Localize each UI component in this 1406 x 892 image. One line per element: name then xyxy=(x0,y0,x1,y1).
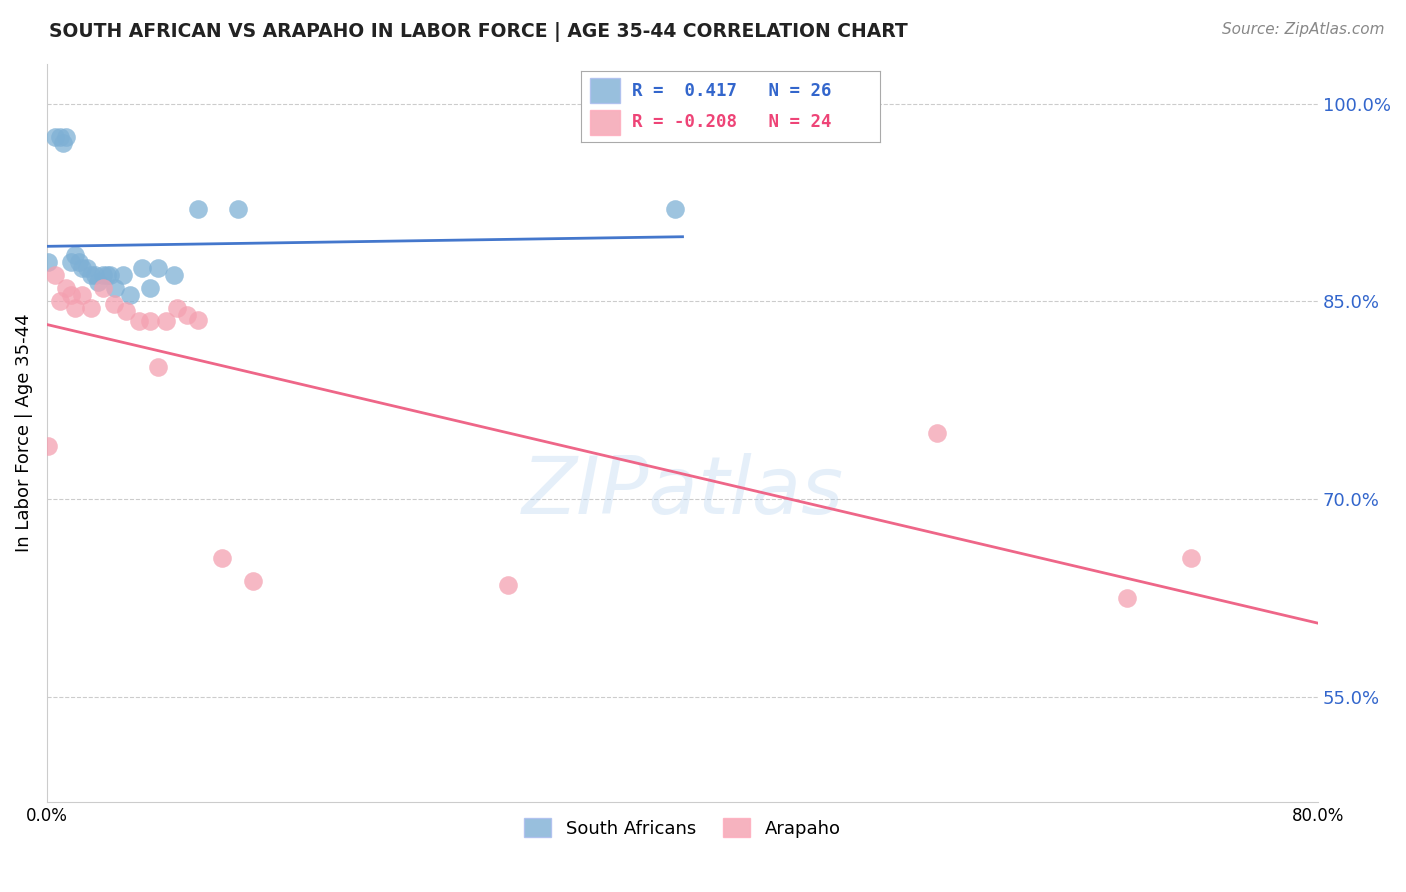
Point xyxy=(96,268,118,282)
Point xyxy=(55,281,77,295)
Point xyxy=(67,254,90,268)
Point xyxy=(91,281,114,295)
Point xyxy=(44,129,66,144)
Point xyxy=(131,261,153,276)
Legend: South Africans, Arapaho: South Africans, Arapaho xyxy=(517,811,848,845)
Point xyxy=(187,202,209,216)
Text: ZIPatlas: ZIPatlas xyxy=(522,453,844,532)
Point xyxy=(48,129,70,144)
Point xyxy=(664,202,686,216)
Point xyxy=(226,202,249,216)
Point xyxy=(37,254,59,268)
Point xyxy=(65,248,87,262)
Point xyxy=(103,297,125,311)
Point xyxy=(55,129,77,144)
Point xyxy=(128,314,150,328)
Point xyxy=(187,313,209,327)
Point xyxy=(70,287,93,301)
Point xyxy=(65,301,87,315)
Point xyxy=(115,303,138,318)
Point xyxy=(52,136,75,150)
Y-axis label: In Labor Force | Age 35-44: In Labor Force | Age 35-44 xyxy=(15,314,32,552)
Point xyxy=(100,268,122,282)
Point xyxy=(59,254,82,268)
Point xyxy=(112,268,135,282)
Point xyxy=(1180,551,1202,566)
Point xyxy=(496,578,519,592)
Point xyxy=(37,439,59,453)
Point xyxy=(80,268,103,282)
Point xyxy=(87,275,110,289)
Point xyxy=(146,261,169,276)
Point xyxy=(166,301,188,315)
Point xyxy=(925,426,948,441)
Point xyxy=(211,551,233,566)
Point xyxy=(163,268,186,282)
Point xyxy=(139,281,162,295)
Point xyxy=(76,261,98,276)
Point xyxy=(48,294,70,309)
Point xyxy=(118,287,141,301)
Point xyxy=(83,268,105,282)
Point xyxy=(59,287,82,301)
Text: Source: ZipAtlas.com: Source: ZipAtlas.com xyxy=(1222,22,1385,37)
Point xyxy=(91,268,114,282)
Point xyxy=(1116,591,1139,605)
Point xyxy=(70,261,93,276)
Point xyxy=(155,314,177,328)
Text: SOUTH AFRICAN VS ARAPAHO IN LABOR FORCE | AGE 35-44 CORRELATION CHART: SOUTH AFRICAN VS ARAPAHO IN LABOR FORCE … xyxy=(49,22,908,42)
Point xyxy=(80,301,103,315)
Point xyxy=(44,268,66,282)
Point xyxy=(176,308,198,322)
Point xyxy=(139,314,162,328)
Point xyxy=(242,574,264,588)
Point xyxy=(104,281,127,295)
Point xyxy=(146,360,169,375)
